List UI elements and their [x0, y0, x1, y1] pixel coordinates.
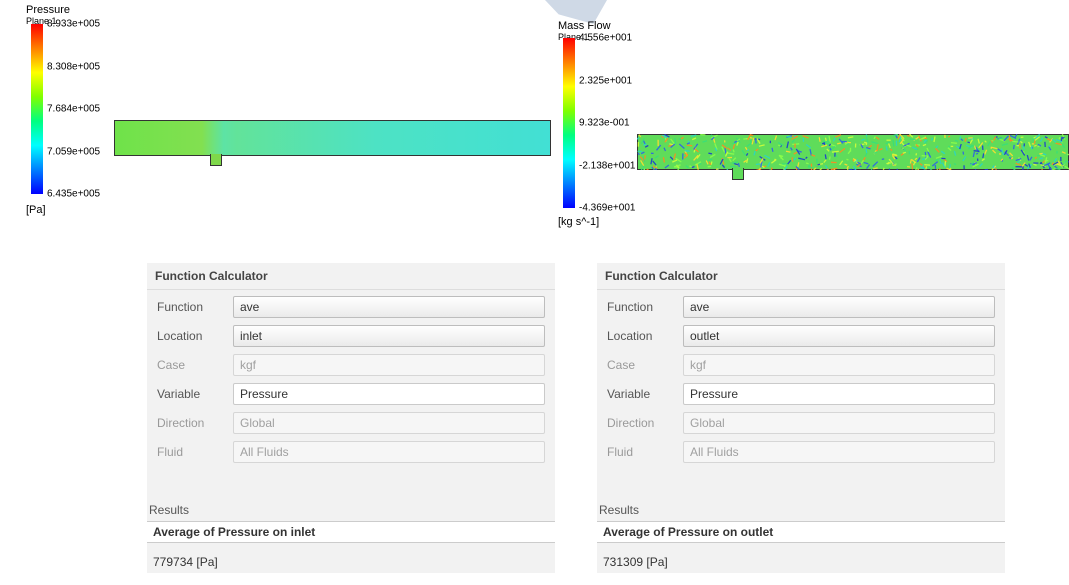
results-value: 779734 [Pa] [147, 543, 555, 573]
panel-title: Function Calculator [597, 263, 1005, 289]
legend-tick: 9.323e-001 [579, 118, 630, 129]
label-location: Location [157, 329, 233, 343]
pressure-legend: 8.933e+0058.308e+0057.684e+0057.059e+005… [31, 24, 47, 194]
row-direction: DirectionGlobal [607, 412, 995, 434]
label-fluid: Fluid [157, 445, 233, 459]
legend-tick: 4.556e+001 [579, 33, 632, 44]
row-function: Functionave [157, 296, 545, 318]
row-function: Functionave [607, 296, 995, 318]
row-direction: DirectionGlobal [157, 412, 545, 434]
massflow-legend: 4.556e+0012.325e+0019.323e-001-2.138e+00… [563, 38, 579, 208]
legend-tick: -2.138e+001 [579, 160, 635, 171]
results-label: Results [597, 499, 1005, 521]
pressure-legend-bar [31, 24, 43, 194]
results-header: Average of Pressure on outlet [597, 521, 1005, 543]
massflow-plot-title: Mass Flow [558, 20, 611, 32]
panel-body: FunctionaveLocationinletCasekgfVariableP… [147, 289, 555, 479]
massflow-contour [637, 134, 1069, 170]
massflow-unit: [kg s^-1] [558, 216, 599, 228]
label-location: Location [607, 329, 683, 343]
massflow-legend-bar [563, 38, 575, 208]
field-case: kgf [233, 354, 545, 376]
field-direction: Global [233, 412, 545, 434]
row-variable: VariablePressure [157, 383, 545, 405]
massflow-contour-insert [732, 168, 744, 180]
label-function: Function [157, 300, 233, 314]
label-fluid: Fluid [607, 445, 683, 459]
results-header: Average of Pressure on inlet [147, 521, 555, 543]
row-fluid: FluidAll Fluids [607, 441, 995, 463]
legend-tick: -4.369e+001 [579, 203, 635, 214]
field-function[interactable]: ave [233, 296, 545, 318]
label-variable: Variable [607, 387, 683, 401]
function-calculator-outlet: Function CalculatorFunctionaveLocationou… [597, 263, 1005, 573]
pressure-contour [114, 120, 551, 156]
row-location: Locationoutlet [607, 325, 995, 347]
label-direction: Direction [157, 416, 233, 430]
pressure-plot-title: Pressure [26, 4, 70, 16]
results-label: Results [147, 499, 555, 521]
row-case: Casekgf [157, 354, 545, 376]
field-fluid: All Fluids [233, 441, 545, 463]
legend-tick: 8.308e+005 [47, 61, 100, 72]
legend-tick: 2.325e+001 [579, 75, 632, 86]
field-direction: Global [683, 412, 995, 434]
pressure-unit: [Pa] [26, 204, 46, 216]
legend-tick: 7.684e+005 [47, 104, 100, 115]
field-function[interactable]: ave [683, 296, 995, 318]
panel-body: FunctionaveLocationoutletCasekgfVariable… [597, 289, 1005, 479]
legend-tick: 7.059e+005 [47, 146, 100, 157]
label-direction: Direction [607, 416, 683, 430]
label-case: Case [607, 358, 683, 372]
field-variable[interactable]: Pressure [683, 383, 995, 405]
panel-title: Function Calculator [147, 263, 555, 289]
function-calculator-inlet: Function CalculatorFunctionaveLocationin… [147, 263, 555, 573]
field-case: kgf [683, 354, 995, 376]
label-case: Case [157, 358, 233, 372]
pressure-contour-insert [210, 154, 222, 166]
label-variable: Variable [157, 387, 233, 401]
field-variable[interactable]: Pressure [233, 383, 545, 405]
row-variable: VariablePressure [607, 383, 995, 405]
label-function: Function [607, 300, 683, 314]
results-value: 731309 [Pa] [597, 543, 1005, 573]
field-fluid: All Fluids [683, 441, 995, 463]
legend-tick: 8.933e+005 [47, 19, 100, 30]
field-location[interactable]: inlet [233, 325, 545, 347]
legend-tick: 6.435e+005 [47, 189, 100, 200]
row-location: Locationinlet [157, 325, 545, 347]
row-case: Casekgf [607, 354, 995, 376]
field-location[interactable]: outlet [683, 325, 995, 347]
row-fluid: FluidAll Fluids [157, 441, 545, 463]
